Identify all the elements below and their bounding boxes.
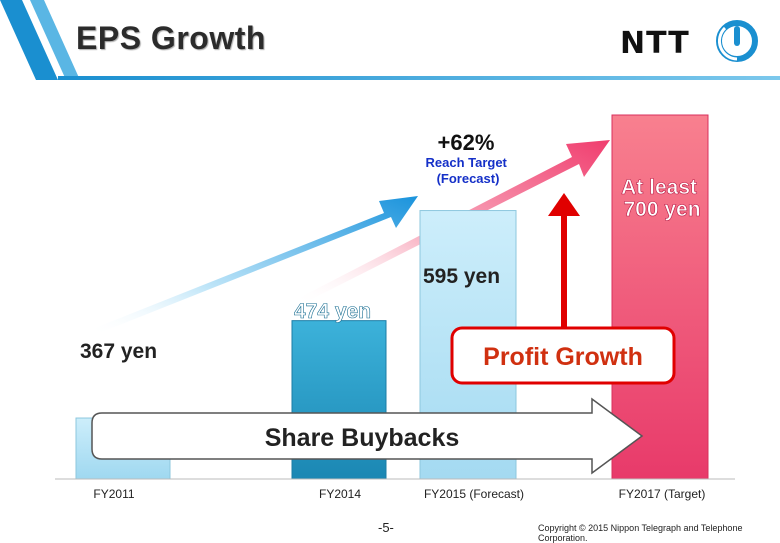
reach-target-label: Reach Target (Forecast): [425, 155, 510, 186]
data-label-fy2017: At least 700 yen: [621, 176, 703, 221]
profit-growth-box: Profit Growth: [450, 326, 676, 385]
share-buybacks-arrow: Share Buybacks: [91, 397, 644, 475]
x-tick-label: FY2015 (Forecast): [424, 487, 524, 501]
data-label-fy2015: 595 yen: [423, 265, 500, 288]
page-title: EPS Growth: [76, 20, 266, 56]
page-number: -5-: [378, 520, 394, 535]
x-tick-label: FY2017 (Target): [619, 487, 706, 501]
profit-up-arrow: [548, 193, 580, 330]
header-decoration: [0, 0, 780, 80]
ntt-logo-icon: [716, 20, 758, 62]
blue-growth-arrow: [90, 196, 418, 334]
growth-percent-label: +62%: [438, 130, 495, 155]
slide-header: EPS Growth NTT: [0, 0, 780, 82]
profit-growth-label: Profit Growth: [483, 343, 643, 371]
logo-text: NTT: [620, 26, 690, 61]
x-tick-label: FY2011: [93, 487, 134, 501]
bar-fy2017: [611, 114, 709, 480]
data-label-fy2014: 474 yen: [294, 300, 371, 323]
x-tick-label: FY2014: [319, 487, 361, 501]
copyright: Copyright © 2015 Nippon Telegraph and Te…: [538, 523, 743, 543]
data-label-fy2011: 367 yen: [80, 340, 157, 363]
share-buybacks-label: Share Buybacks: [265, 424, 460, 452]
